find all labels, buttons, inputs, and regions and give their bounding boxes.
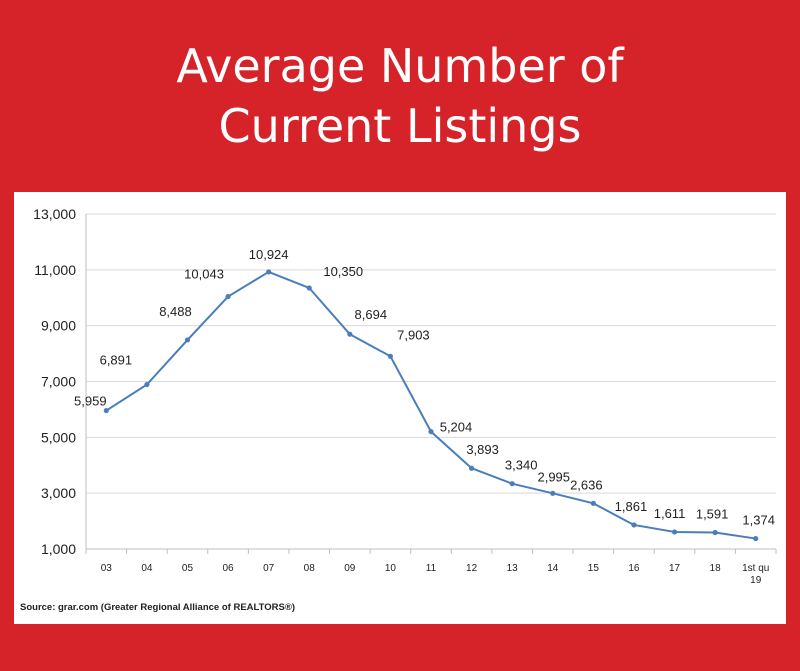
data-point: [712, 529, 718, 536]
x-tick-label: 1st qu 19: [742, 563, 769, 586]
x-tick-label: 17: [669, 563, 681, 574]
data-point: [753, 535, 759, 542]
data-label: 2,636: [570, 477, 603, 492]
data-label: 8,488: [159, 304, 192, 319]
data-point: [266, 269, 272, 275]
data-label: 1,611: [654, 506, 686, 521]
line-chart: 1,000 3,000 5,000 7,000 9,000 11,000 13,000 03…: [33, 206, 777, 586]
data-label: 1,861: [615, 499, 648, 514]
data-label: 10,350: [323, 264, 363, 279]
data-points: [103, 269, 759, 542]
x-tick-label: 10: [385, 563, 397, 574]
series-line: [105, 270, 756, 540]
data-label: 7,903: [397, 327, 430, 342]
data-label: 3,893: [466, 442, 499, 457]
data-point: [428, 429, 434, 435]
x-tick-label: 03: [101, 563, 113, 574]
data-label: 6,891: [100, 353, 133, 368]
data-label: 2,995: [537, 469, 570, 484]
data-point: [184, 337, 191, 343]
data-point: [631, 522, 637, 528]
data-labels: 5,959 6,891 8,488 10,043 10,924 10,350 8,694 7,…: [74, 247, 775, 528]
data-point: [387, 353, 394, 359]
data-label: 8,694: [355, 307, 388, 322]
data-point: [468, 465, 475, 471]
y-tick-label: 13,000: [33, 206, 76, 222]
x-tick-label: 06: [222, 563, 234, 574]
data-label: 1,591: [696, 507, 729, 522]
data-point: [306, 285, 312, 291]
y-tick-label: 9,000: [41, 318, 76, 334]
chart-panel: 1,000 3,000 5,000 7,000 9,000 11,000 13,000 03…: [14, 192, 786, 624]
y-tick-label: 3,000: [41, 485, 76, 501]
data-point: [671, 529, 678, 535]
data-point: [103, 407, 109, 414]
x-tick-labels: 03 04 05 06 07 08 09 10 11 12 13 14 15 16 17 18 1st qu 19: [101, 563, 770, 586]
chart-title: Average Number of Current Listings: [0, 36, 800, 156]
x-tick-label: 07: [263, 563, 275, 574]
data-label: 5,204: [440, 420, 473, 435]
data-point: [347, 331, 353, 337]
y-tick-label: 5,000: [41, 429, 76, 445]
data-label: 10,043: [184, 267, 224, 282]
title-line-2: Current Listings: [218, 99, 582, 153]
data-label: 1,374: [742, 513, 775, 528]
data-label: 3,340: [505, 458, 538, 473]
data-point: [225, 293, 231, 300]
y-tick-label: 1,000: [41, 541, 76, 557]
series-line-path: [105, 270, 756, 540]
x-tick-label: 11: [426, 563, 437, 574]
data-point: [590, 500, 596, 506]
data-point: [550, 490, 556, 496]
source-note: Source: grar.com (Greater Regional Allia…: [20, 602, 295, 613]
y-tick-label: 11,000: [34, 262, 76, 278]
x-tick-label: 15: [588, 563, 600, 574]
y-tick-labels: 1,000 3,000 5,000 7,000 9,000 11,000 13,000: [33, 206, 76, 557]
data-point: [144, 381, 150, 388]
title-line-1: Average Number of: [176, 39, 624, 93]
x-tick-label: 09: [344, 563, 356, 574]
x-tick-label: 04: [141, 563, 153, 574]
x-tick-label: 14: [547, 563, 559, 574]
data-point: [509, 481, 515, 487]
x-tick-label: 05: [182, 563, 194, 574]
data-label: 10,924: [249, 247, 289, 262]
x-tick-label: 16: [628, 563, 640, 574]
x-tick-label: 12: [466, 563, 478, 574]
gridlines: [86, 213, 776, 494]
x-tick-label: 08: [304, 563, 316, 574]
data-label: 5,959: [74, 394, 107, 409]
x-tick-label: 13: [507, 563, 519, 574]
x-tick-label: 18: [710, 563, 722, 574]
axes: [85, 214, 777, 554]
y-tick-label: 7,000: [41, 374, 76, 390]
